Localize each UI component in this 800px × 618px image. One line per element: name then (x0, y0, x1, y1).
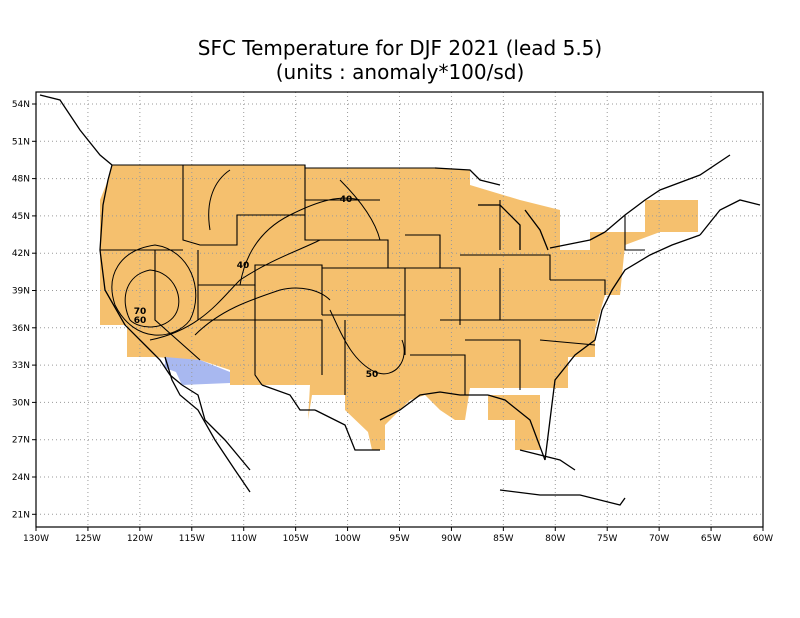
negative-anomaly-region (165, 357, 230, 385)
lat-tick-label: 42N (12, 249, 30, 259)
positive-anomaly-region (100, 165, 698, 450)
contour-lines (111, 169, 405, 375)
contour-label: 40 (340, 195, 353, 205)
lat-tick-label: 54N (12, 100, 30, 110)
lon-tick-label: 110W (231, 534, 257, 544)
lat-tick-label: 36N (12, 324, 30, 334)
lon-tick-label: 95W (389, 534, 409, 544)
lon-tick-label: 85W (493, 534, 513, 544)
lon-tick-label: 90W (441, 534, 461, 544)
coastlines (39, 94, 761, 506)
latitude-axis: 54N 51N 48N 45N 42N 39N 36N 33N 30N 27N 24N 21N (12, 100, 36, 520)
lon-tick-label: 125W (75, 534, 101, 544)
lon-tick-label: 115W (179, 534, 205, 544)
lon-tick-label: 120W (127, 534, 153, 544)
contour-labels: 40 40 70 60 50 (134, 195, 379, 380)
chart-title: SFC Temperature for DJF 2021 (lead 5.5) (197, 36, 603, 60)
chart-subtitle: (units : anomaly*100/sd) (275, 60, 525, 84)
lat-tick-label: 21N (12, 510, 30, 520)
lon-tick-label: 65W (701, 534, 721, 544)
contour-label: 40 (237, 261, 250, 271)
lon-tick-label: 100W (335, 534, 361, 544)
longitude-axis: 130W 125W 120W 115W 110W 105W 100W 95W 90W 85W 80W… (23, 527, 773, 544)
lat-tick-label: 30N (12, 398, 30, 408)
contour-label: 60 (134, 316, 147, 326)
lon-tick-label: 80W (545, 534, 565, 544)
lat-tick-label: 39N (12, 287, 30, 297)
lat-tick-label: 48N (12, 175, 30, 185)
lat-tick-label: 51N (12, 137, 30, 147)
state-boundaries (100, 164, 645, 395)
lat-tick-label: 24N (12, 473, 30, 483)
contour-label: 70 (134, 307, 147, 317)
contour-label: 50 (366, 370, 379, 380)
lon-tick-label: 60W (753, 534, 773, 544)
lon-tick-label: 105W (283, 534, 309, 544)
lat-tick-label: 27N (12, 436, 30, 446)
lat-tick-label: 45N (12, 212, 30, 222)
lon-tick-label: 130W (23, 534, 49, 544)
lat-tick-label: 33N (12, 361, 30, 371)
lon-tick-label: 70W (649, 534, 669, 544)
lon-tick-label: 75W (597, 534, 617, 544)
